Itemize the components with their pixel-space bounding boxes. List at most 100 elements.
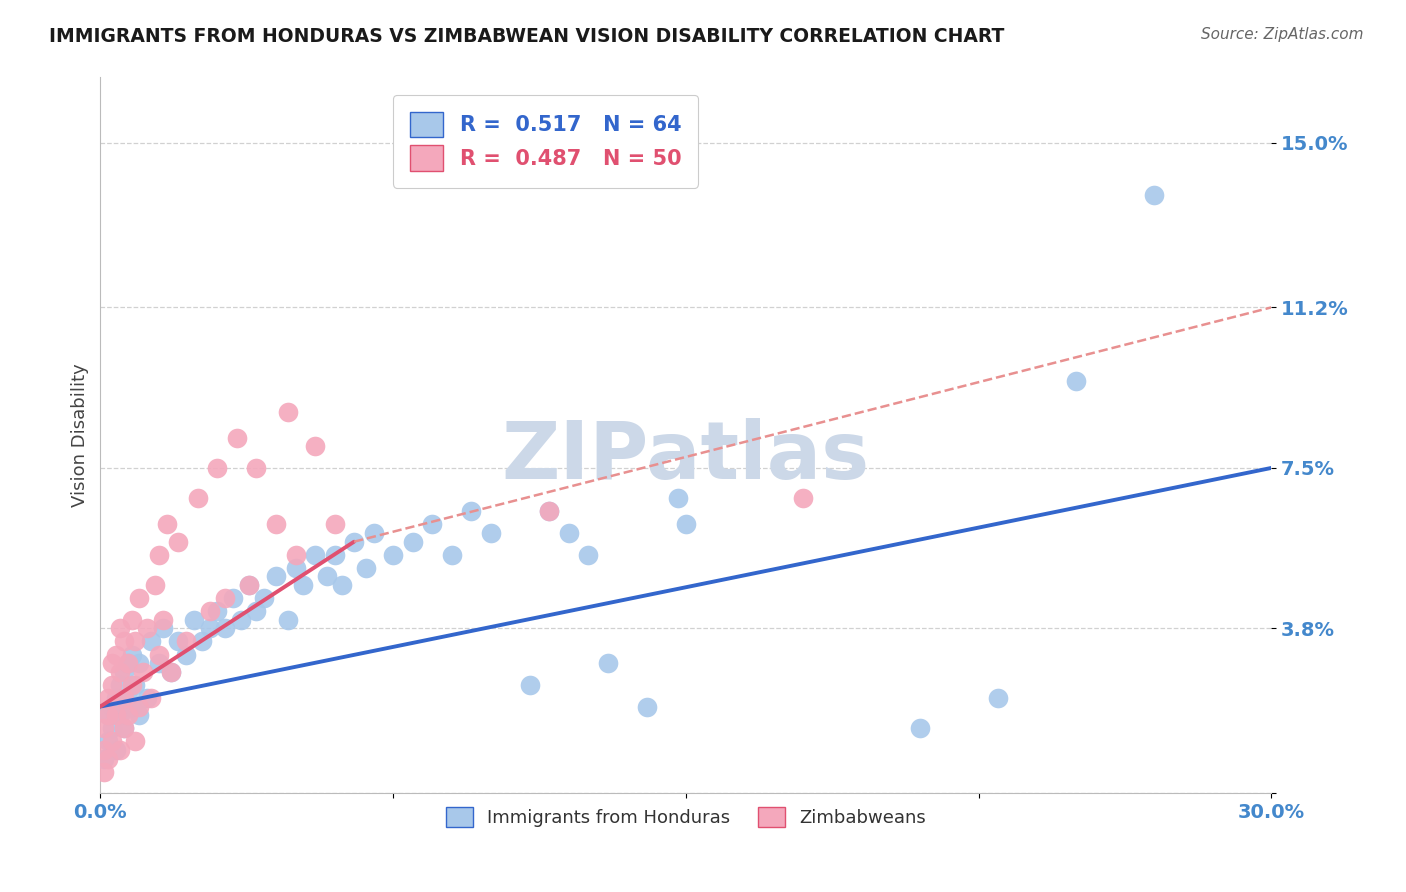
Point — [159, 665, 181, 679]
Point — [354, 560, 377, 574]
Point — [226, 431, 249, 445]
Point — [117, 708, 139, 723]
Point — [666, 491, 689, 506]
Point — [382, 548, 405, 562]
Point — [238, 578, 260, 592]
Point — [139, 690, 162, 705]
Point — [136, 622, 159, 636]
Text: Source: ZipAtlas.com: Source: ZipAtlas.com — [1201, 27, 1364, 42]
Point — [101, 656, 124, 670]
Y-axis label: Vision Disability: Vision Disability — [72, 364, 89, 508]
Point — [576, 548, 599, 562]
Point — [675, 517, 697, 532]
Point — [343, 534, 366, 549]
Point — [284, 548, 307, 562]
Point — [207, 461, 229, 475]
Point — [401, 534, 423, 549]
Point — [148, 656, 170, 670]
Point — [363, 526, 385, 541]
Point — [117, 690, 139, 705]
Point — [128, 656, 150, 670]
Point — [187, 491, 209, 506]
Point — [112, 721, 135, 735]
Point — [519, 678, 541, 692]
Point — [156, 517, 179, 532]
Point — [139, 634, 162, 648]
Point — [304, 548, 326, 562]
Point — [121, 699, 143, 714]
Point — [792, 491, 814, 506]
Point — [183, 613, 205, 627]
Point — [636, 699, 658, 714]
Point — [97, 690, 120, 705]
Point — [132, 665, 155, 679]
Point — [277, 613, 299, 627]
Point — [101, 699, 124, 714]
Point — [264, 569, 287, 583]
Point — [538, 504, 561, 518]
Point — [143, 578, 166, 592]
Point — [245, 604, 267, 618]
Point — [987, 690, 1010, 705]
Point — [315, 569, 337, 583]
Point — [323, 548, 346, 562]
Legend: Immigrants from Honduras, Zimbabweans: Immigrants from Honduras, Zimbabweans — [439, 800, 934, 834]
Point — [93, 751, 115, 765]
Point — [167, 534, 190, 549]
Point — [1064, 374, 1087, 388]
Point — [108, 708, 131, 723]
Point — [108, 678, 131, 692]
Point — [124, 734, 146, 748]
Point — [124, 634, 146, 648]
Point — [284, 560, 307, 574]
Point — [479, 526, 502, 541]
Point — [198, 604, 221, 618]
Point — [198, 622, 221, 636]
Point — [93, 743, 115, 757]
Point — [253, 591, 276, 606]
Point — [191, 634, 214, 648]
Point — [104, 690, 127, 705]
Point — [128, 699, 150, 714]
Point — [277, 404, 299, 418]
Point — [112, 634, 135, 648]
Point — [108, 622, 131, 636]
Point — [238, 578, 260, 592]
Point — [323, 517, 346, 532]
Point — [112, 721, 135, 735]
Point — [222, 591, 245, 606]
Point — [112, 690, 135, 705]
Point — [108, 743, 131, 757]
Point — [104, 708, 127, 723]
Point — [136, 690, 159, 705]
Text: IMMIGRANTS FROM HONDURAS VS ZIMBABWEAN VISION DISABILITY CORRELATION CHART: IMMIGRANTS FROM HONDURAS VS ZIMBABWEAN V… — [49, 27, 1004, 45]
Point — [104, 743, 127, 757]
Point — [214, 622, 236, 636]
Point — [174, 634, 197, 648]
Point — [440, 548, 463, 562]
Point — [97, 751, 120, 765]
Point — [124, 678, 146, 692]
Point — [101, 678, 124, 692]
Point — [460, 504, 482, 518]
Point — [101, 734, 124, 748]
Point — [229, 613, 252, 627]
Point — [596, 656, 619, 670]
Point — [93, 764, 115, 779]
Point — [152, 622, 174, 636]
Point — [97, 734, 120, 748]
Point — [101, 721, 124, 735]
Point — [1143, 187, 1166, 202]
Text: ZIPatlas: ZIPatlas — [502, 417, 870, 496]
Point — [93, 721, 115, 735]
Point — [292, 578, 315, 592]
Point — [214, 591, 236, 606]
Point — [117, 656, 139, 670]
Point — [538, 504, 561, 518]
Point — [112, 665, 135, 679]
Point — [167, 634, 190, 648]
Point — [121, 648, 143, 662]
Point — [420, 517, 443, 532]
Point — [264, 517, 287, 532]
Point — [908, 721, 931, 735]
